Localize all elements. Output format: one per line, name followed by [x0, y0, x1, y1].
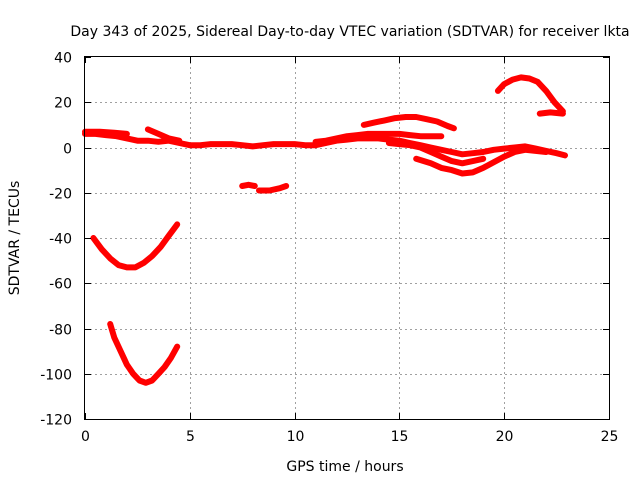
y-tick-label: -120	[40, 413, 72, 429]
series-line-trace-11	[256, 183, 290, 194]
y-tick-label: 40	[54, 51, 72, 67]
y-tick-label: -20	[49, 187, 72, 203]
plot-frame	[84, 56, 610, 420]
y-tick-label: -80	[49, 323, 72, 339]
series-line-trace-6	[385, 140, 487, 167]
y-tick-label: 20	[54, 96, 72, 112]
x-axis-label: GPS time / hours	[286, 459, 403, 475]
x-tick-label: 25	[601, 429, 619, 445]
series-group	[82, 74, 568, 386]
series-line-trace-10	[239, 181, 258, 189]
y-tick-label: 0	[63, 142, 72, 158]
series-line-trace-1	[82, 130, 568, 159]
series-line-trace-4	[312, 130, 445, 145]
chart-title: Day 343 of 2025, Sidereal Day-to-day VTE…	[70, 24, 629, 40]
x-tick-label: 15	[391, 429, 409, 445]
x-tick-label: 5	[186, 429, 195, 445]
y-tick-label: -100	[40, 368, 72, 384]
series-line-trace-5	[360, 114, 457, 132]
series-line-trace-3	[144, 126, 183, 144]
series-line-trace-9	[536, 109, 566, 117]
x-tick-label: 10	[287, 429, 305, 445]
y-tick-label: -60	[49, 277, 72, 293]
x-tick-label: 0	[81, 429, 90, 445]
series-line-trace-8	[494, 74, 566, 115]
y-tick-label: -40	[49, 232, 72, 248]
series-line-trace-13	[107, 321, 181, 386]
series-line-trace-12	[90, 221, 181, 271]
y-axis-label: SDTVAR / TECUs	[7, 181, 23, 296]
series-line-trace-2	[82, 128, 130, 137]
series-line-trace-7	[413, 146, 550, 177]
axis-ticks: 0 5 10 15 20 25 -120 -100 -80 -60 -40 -20 0 20 40	[40, 51, 618, 446]
x-tick-label: 20	[496, 429, 514, 445]
